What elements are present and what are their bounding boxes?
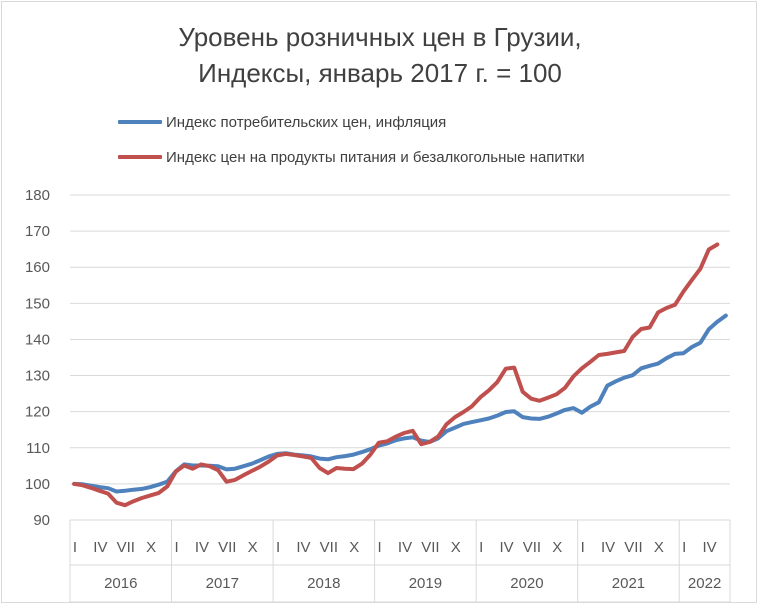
legend-label-food: Индекс цен на продукты питания и безалко… (166, 148, 585, 166)
month-tick-label: X (552, 539, 562, 556)
year-label-2016: 2016 (104, 575, 137, 592)
month-tick-label: I (479, 539, 483, 556)
chart-title-line2: Индексы, январь 2017 г. = 100 (198, 58, 562, 88)
month-tick-label: X (349, 539, 359, 556)
year-label-2019: 2019 (409, 575, 442, 592)
month-tick-label: IV (601, 539, 615, 556)
month-tick-label: IV (195, 539, 209, 556)
month-tick-label: IV (703, 539, 717, 556)
month-tick-label: IV (296, 539, 310, 556)
month-tick-label: VII (218, 539, 236, 556)
chart-title-line1: Уровень розничных цен в Грузии, (178, 22, 582, 52)
month-tick-label: X (451, 539, 461, 556)
legend-swatch-cpi (118, 120, 162, 124)
y-tick-label: 170 (25, 223, 50, 240)
legend-item-cpi: Индекс потребительских цен, инфляция (118, 112, 446, 132)
y-tick-label: 120 (25, 404, 50, 421)
y-tick-label: 90 (33, 512, 50, 529)
series-line-food (72, 242, 720, 508)
month-tick-label: I (73, 539, 77, 556)
y-tick-label: 160 (25, 259, 50, 276)
month-tick-label: IV (499, 539, 513, 556)
month-tick-label: X (248, 539, 258, 556)
year-label-2017: 2017 (206, 575, 239, 592)
year-label-2021: 2021 (612, 575, 645, 592)
y-tick-label: 140 (25, 331, 50, 348)
legend-item-food: Индекс цен на продукты питания и безалко… (118, 147, 585, 167)
month-tick-label: VII (523, 539, 541, 556)
month-tick-label: VII (624, 539, 642, 556)
y-tick-label: 150 (25, 295, 50, 312)
legend-label-cpi: Индекс потребительских цен, инфляция (166, 113, 447, 131)
year-label-2020: 2020 (510, 575, 543, 592)
month-tick-label: VII (320, 539, 338, 556)
month-tick-label: I (581, 539, 585, 556)
y-tick-label: 100 (25, 476, 50, 493)
month-tick-label: I (378, 539, 382, 556)
month-tick-label: VII (421, 539, 439, 556)
month-tick-label: I (174, 539, 178, 556)
month-tick-label: X (654, 539, 664, 556)
month-tick-label: I (276, 539, 280, 556)
year-label-2022: 2022 (688, 575, 721, 592)
month-tick-label: VII (117, 539, 135, 556)
y-tick-label: 130 (25, 368, 50, 385)
month-tick-label: IV (93, 539, 107, 556)
year-label-2018: 2018 (307, 575, 340, 592)
y-tick-label: 180 (25, 187, 50, 204)
month-tick-label: I (682, 539, 686, 556)
legend-swatch-food (118, 155, 162, 159)
month-tick-label: IV (398, 539, 412, 556)
y-tick-label: 110 (26, 440, 50, 457)
month-tick-label: X (146, 539, 156, 556)
